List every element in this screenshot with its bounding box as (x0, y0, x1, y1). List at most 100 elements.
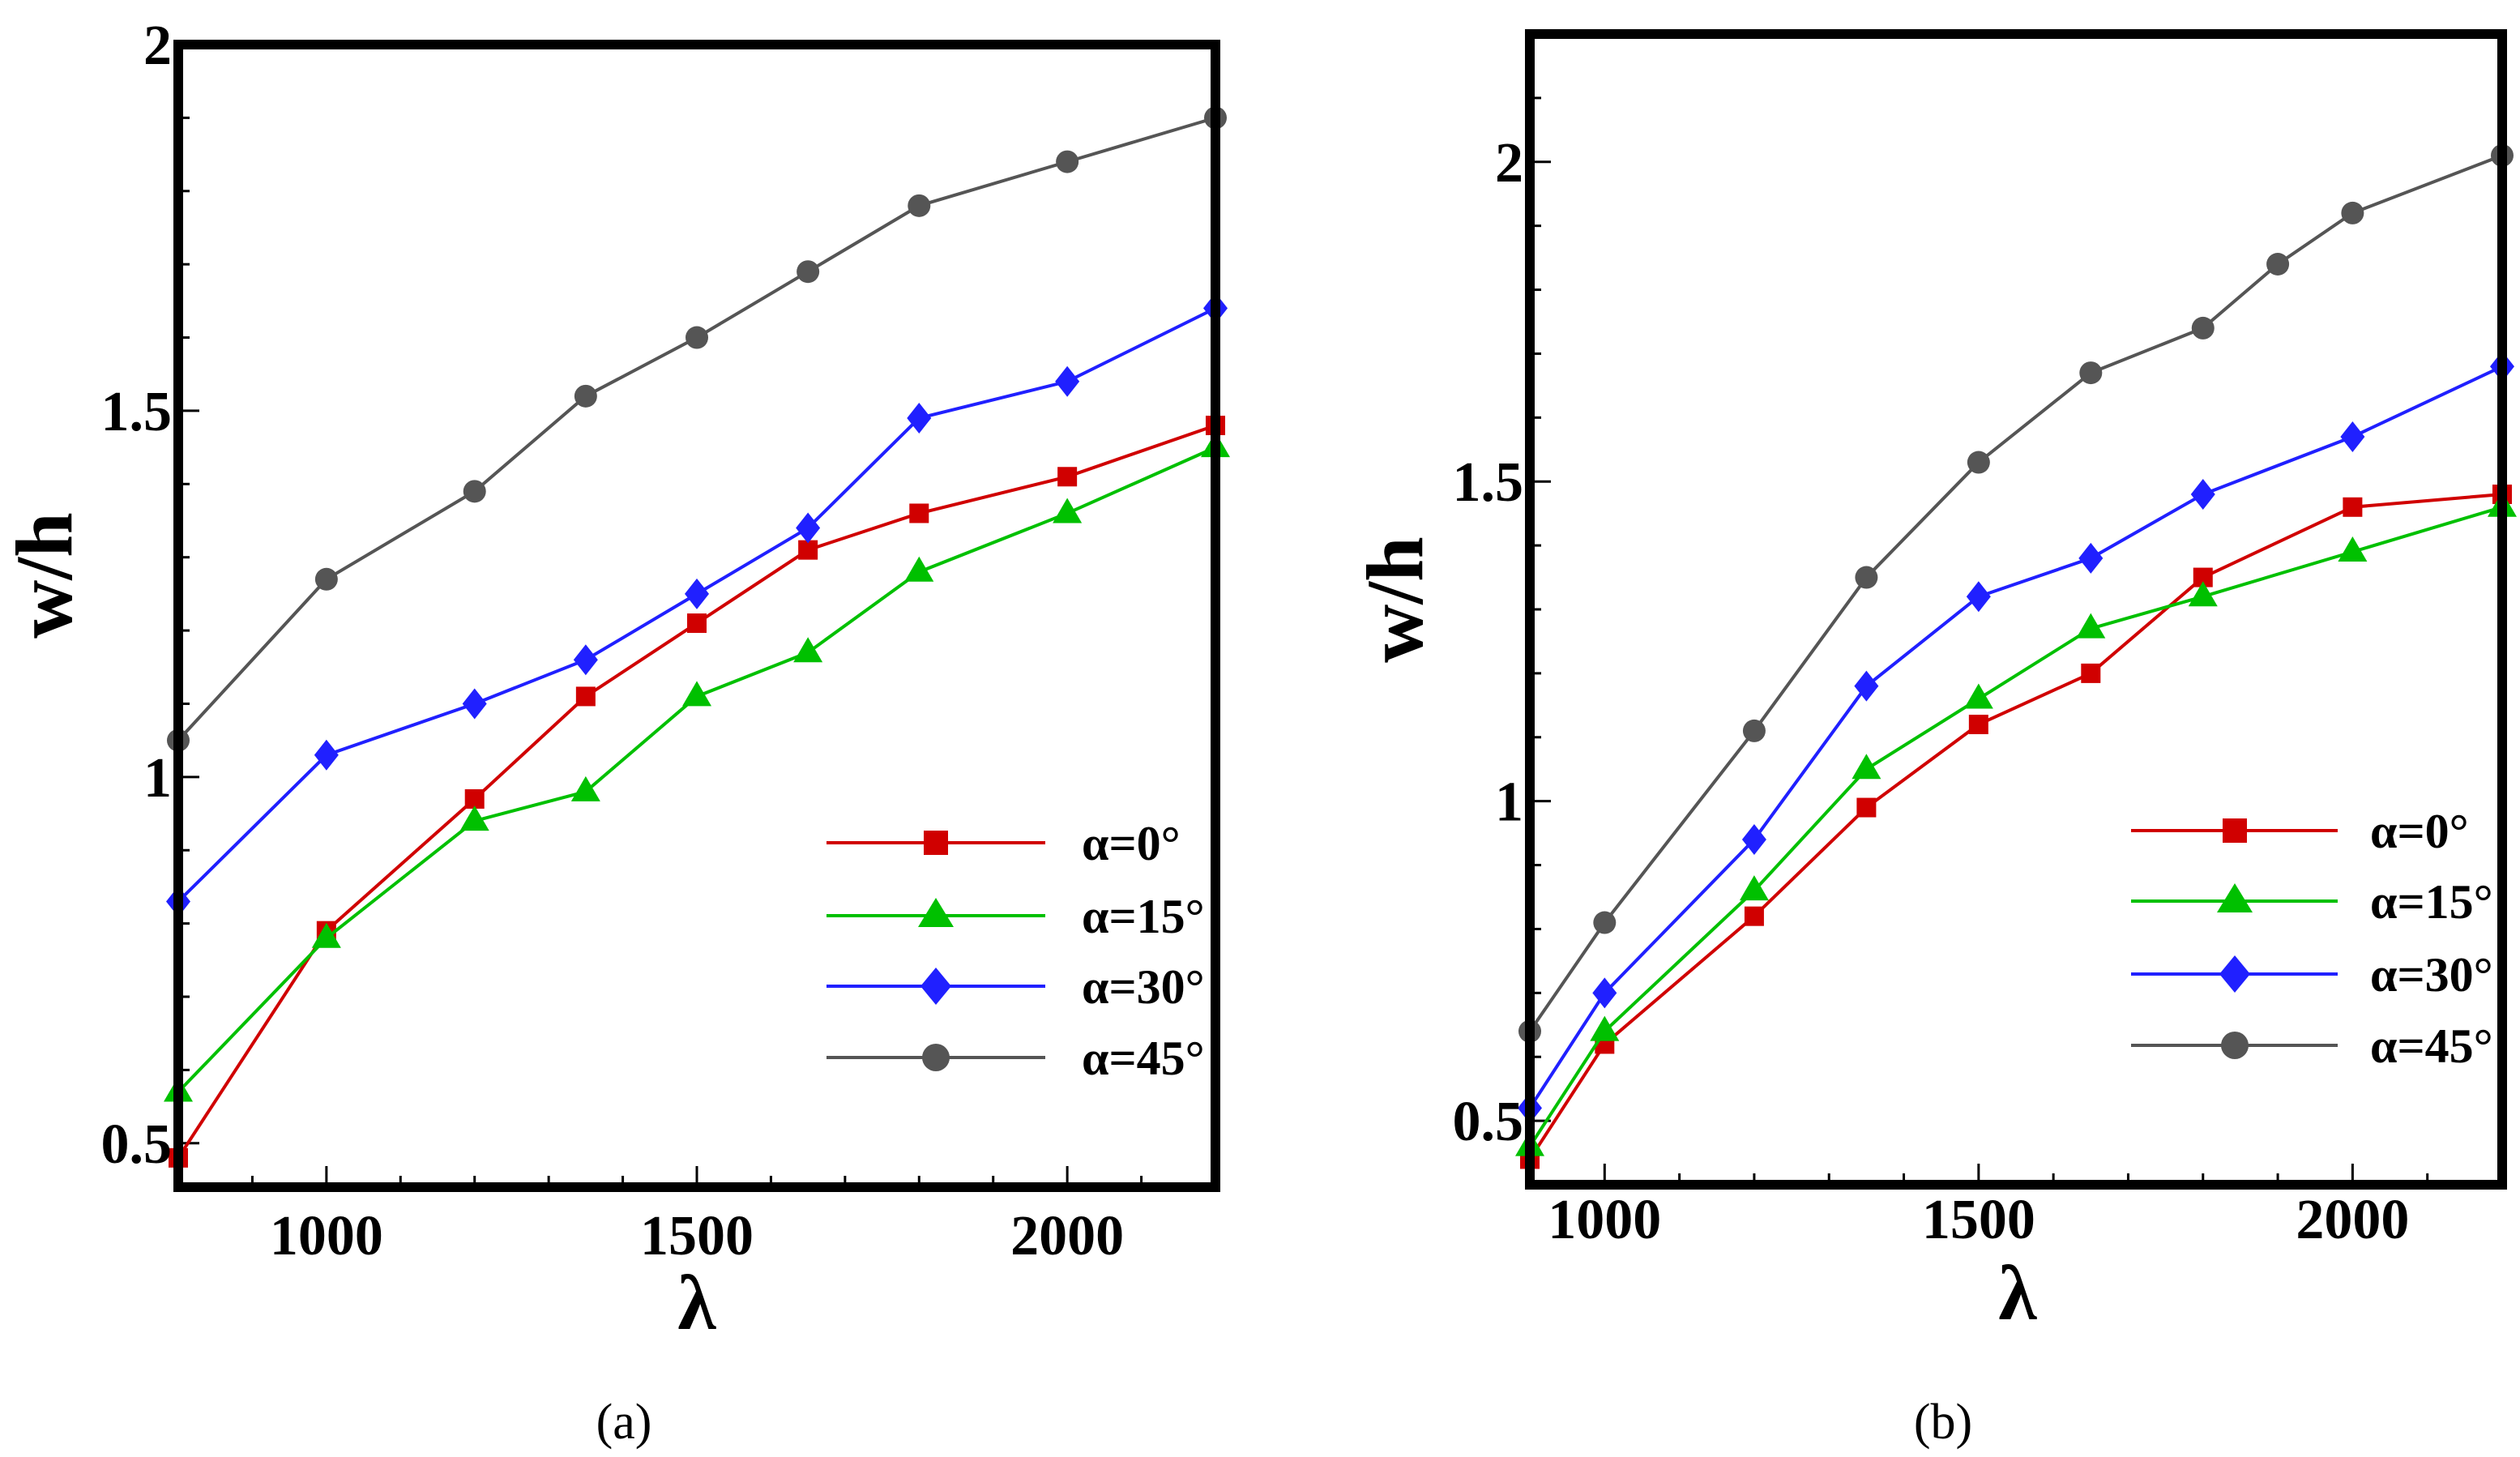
y-tick-label: 0.5 (101, 1113, 173, 1176)
plot-frame-b (1525, 29, 2507, 1190)
panel-b: 0.5 1 1.5 2 1000 1500 2000 λ w/h α=0° α=… (1350, 29, 2517, 1450)
series (1515, 491, 2517, 1156)
data-point (1056, 150, 1079, 173)
x-tick-label: 1500 (1922, 1189, 2035, 1251)
y-tick-label: 2 (143, 15, 172, 77)
data-point (2340, 421, 2365, 452)
data-point (314, 739, 339, 771)
data-point (793, 637, 823, 663)
x-tick-labels-b: 1000 1500 2000 (1548, 1189, 2409, 1251)
data-point (462, 688, 487, 720)
x-tick-label: 2000 (1010, 1205, 1124, 1267)
data-point (686, 326, 708, 349)
data-point (2078, 542, 2104, 574)
legend-label: α=0° (1082, 817, 1181, 870)
data-point (907, 402, 932, 434)
legend-marker-triangle (918, 898, 954, 927)
x-tick-label: 1000 (270, 1205, 383, 1267)
series (1518, 351, 2514, 1124)
legend-entry: α=0° (2131, 805, 2469, 858)
data-point (1592, 977, 1617, 1009)
x-tick-label: 1500 (640, 1205, 754, 1267)
caption-a: (a) (596, 1395, 652, 1450)
y-tick-label: 0.5 (1453, 1091, 1524, 1153)
y-tick-label: 1.5 (1453, 451, 1524, 514)
x-tick-label: 1000 (1548, 1189, 1661, 1251)
data-point (1742, 719, 1766, 742)
data-point (1593, 911, 1617, 934)
legend-entry: α=30° (826, 960, 1205, 1014)
y-tick-labels-a: 0.5 1 1.5 2 (101, 15, 173, 1176)
data-point (2343, 497, 2363, 517)
data-point (687, 613, 707, 634)
legend-entry: α=15° (826, 890, 1205, 943)
legend-entry: α=30° (2131, 948, 2493, 1002)
x-tick-labels-a: 1000 1500 2000 (270, 1205, 1124, 1267)
legend-entry: α=15° (2131, 875, 2493, 929)
legend-marker-square (924, 831, 948, 855)
data-point (1057, 467, 1078, 487)
legend-marker-triangle (2217, 883, 2253, 912)
legend-marker-diamond (2219, 955, 2250, 993)
data-point (2188, 581, 2218, 607)
data-point (904, 556, 934, 582)
legend-b: α=0° α=15° α=30° α=45° (2131, 805, 2493, 1073)
legend-label: α=15° (2370, 875, 2493, 929)
legend-marker-circle (2221, 1032, 2249, 1059)
data-point (1744, 906, 1764, 926)
data-point (1739, 875, 1769, 901)
data-point (2338, 536, 2368, 562)
panel-a: 0.5 1 1.5 2 1000 1500 2000 λ w/h α=0° α=… (0, 15, 1230, 1450)
data-point (798, 540, 818, 560)
y-tick-label: 1.5 (101, 381, 173, 443)
data-point (1741, 824, 1766, 855)
legend-entry: α=45° (826, 1032, 1205, 1085)
series (1518, 143, 2514, 1043)
y-tick-labels-b: 0.5 1 1.5 2 (1453, 132, 1524, 1153)
data-point (575, 686, 596, 707)
series (166, 293, 1228, 917)
data-point (570, 776, 600, 801)
y-tick-label: 1 (1495, 771, 1523, 834)
data-point (682, 681, 711, 707)
legend-label: α=0° (2370, 805, 2469, 858)
data-point (2190, 479, 2215, 510)
legend-label: α=30° (1082, 960, 1205, 1014)
data-point (574, 384, 597, 408)
data-point (1055, 365, 1080, 397)
y-axis-label-b: w/h (1350, 536, 1440, 663)
data-point (1590, 1015, 1620, 1041)
plot-frame-a (173, 40, 1220, 1192)
data-point (314, 567, 338, 591)
legend-label: α=15° (1082, 890, 1205, 943)
data-point (685, 578, 709, 609)
data-point (2076, 613, 2106, 639)
x-axis-label-a: λ (677, 1259, 716, 1346)
y-tick-label: 1 (143, 747, 172, 810)
legend-marker-circle (922, 1044, 950, 1071)
data-point (1852, 754, 1881, 780)
series (167, 106, 1227, 752)
data-point (2081, 663, 2101, 683)
caption-b: (b) (1914, 1395, 1972, 1450)
legend-entry: α=0° (826, 817, 1181, 870)
data-point (1855, 566, 1878, 589)
data-point (459, 805, 489, 831)
data-point (796, 512, 821, 544)
legend-label: α=45° (1082, 1032, 1205, 1085)
data-point (908, 194, 931, 217)
data-point (1966, 581, 1991, 613)
y-axis-label-a: w/h (0, 512, 89, 639)
legend-marker-square (2223, 818, 2247, 843)
data-point (573, 644, 598, 676)
legend-a: α=0° α=15° α=30° α=45° (826, 817, 1205, 1085)
data-point (909, 503, 929, 523)
x-tick-label: 2000 (2296, 1189, 2409, 1251)
data-point (1963, 683, 1993, 709)
data-point (2191, 316, 2215, 340)
series-layer-a (164, 106, 1230, 1168)
data-point (797, 260, 820, 284)
data-point (2079, 361, 2103, 385)
data-point (311, 922, 341, 948)
